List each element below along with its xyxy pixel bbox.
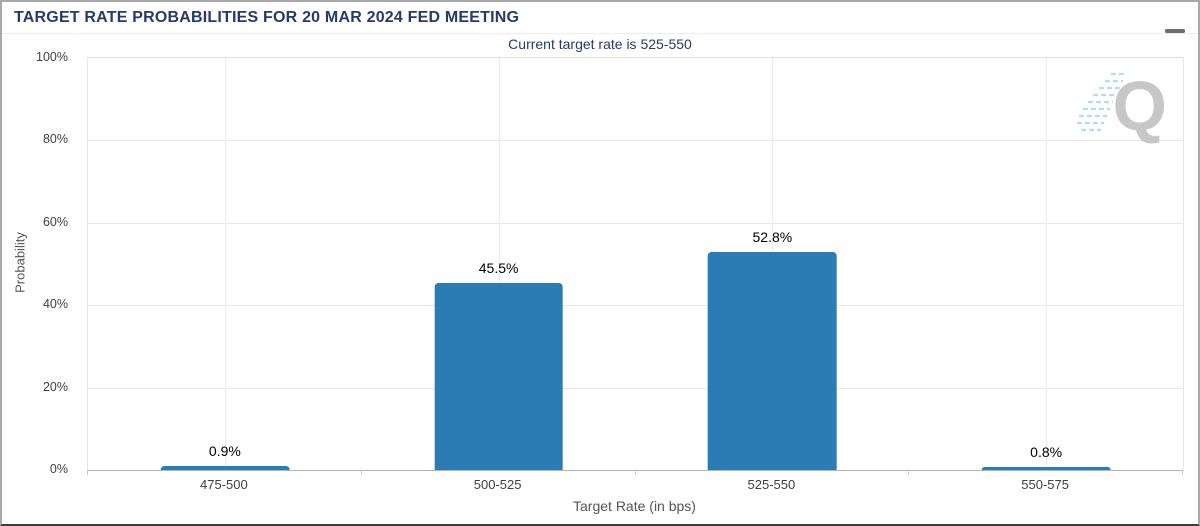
gridline [1046, 58, 1048, 470]
x-axis-labels: 475-500 500-525 525-550 550-575 [87, 477, 1182, 492]
y-tick-label: 20% [42, 379, 68, 394]
category-500-525: 45.5% [362, 58, 636, 470]
x-tick-label: 525-550 [747, 477, 796, 492]
y-tick-label: 80% [42, 132, 68, 147]
bar-value-label: 52.8% [752, 229, 793, 246]
bar-500-525[interactable] [434, 282, 563, 470]
title-separator [2, 33, 1198, 34]
axis-tick [87, 470, 88, 475]
x-axis-ticks [87, 470, 1183, 475]
category-550-575: 0.8% [909, 58, 1183, 470]
y-tick-label: 60% [42, 214, 68, 229]
category-525-550: 52.8% [636, 58, 910, 470]
x-tick-label: 500-525 [473, 477, 522, 492]
bar-value-label: 0.8% [1030, 443, 1063, 460]
gridline [498, 58, 500, 470]
axis-tick [360, 470, 362, 475]
gridline [88, 305, 1183, 307]
axis-tick [908, 470, 910, 475]
y-tick-label: 40% [42, 297, 68, 312]
bar-475-500[interactable] [160, 466, 290, 470]
hamburger-menu-icon[interactable] [1165, 19, 1185, 35]
bar-value-label: 0.9% [208, 443, 241, 460]
bar-series: 0.9% 45.5% 52.8% 0.8% [88, 58, 1183, 470]
hamburger-bar [1165, 29, 1185, 33]
bar-525-550[interactable] [708, 252, 837, 470]
plot-area: 0.9% 45.5% 52.8% 0.8% Q [87, 57, 1184, 471]
gridline [88, 140, 1183, 142]
gridline [88, 222, 1183, 224]
x-axis-title: Target Rate (in bps) [573, 498, 696, 514]
x-tick-label: 550-575 [1021, 477, 1069, 492]
gridline [88, 387, 1183, 389]
bar-550-575[interactable] [981, 466, 1111, 470]
y-tick-label: 0% [49, 462, 68, 476]
chart-subtitle: Current target rate is 525-550 [508, 36, 692, 52]
gridline [224, 58, 226, 470]
x-tick-label: 475-500 [200, 477, 248, 492]
axis-tick [1182, 470, 1183, 475]
axis-tick [634, 470, 636, 475]
category-475-500: 0.9% [88, 58, 362, 470]
bar-value-label: 45.5% [478, 259, 519, 276]
chart-title: TARGET RATE PROBABILITIES FOR 20 MAR 202… [14, 9, 520, 26]
y-tick-label: 100% [36, 50, 68, 64]
